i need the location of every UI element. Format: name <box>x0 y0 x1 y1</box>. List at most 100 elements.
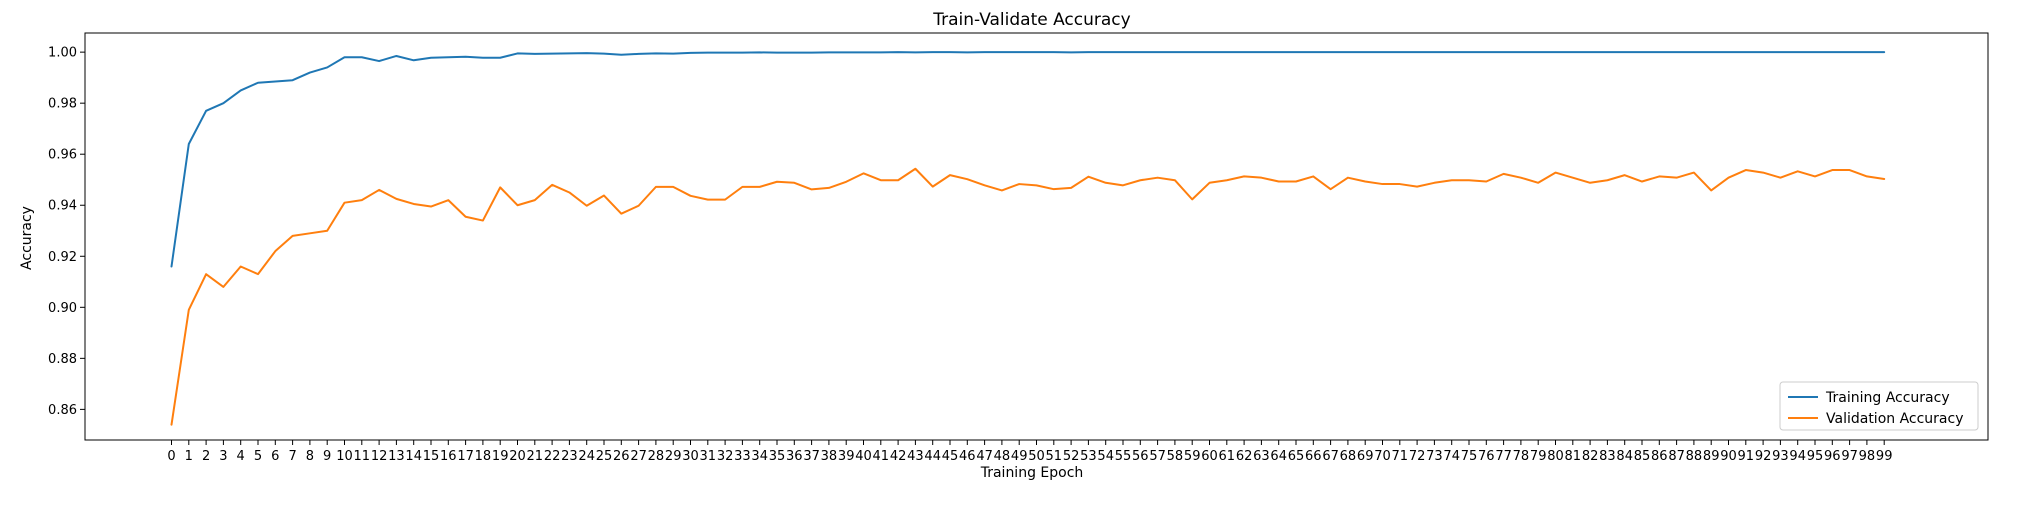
x-tick-label: 48 <box>994 449 1011 464</box>
y-tick-label: 0.86 <box>48 403 77 418</box>
x-tick-label: 0 <box>167 449 175 464</box>
legend-label: Training Accuracy <box>1825 390 1950 406</box>
y-tick-label: 0.92 <box>48 250 77 265</box>
x-tick-label: 37 <box>803 449 820 464</box>
x-tick-label: 57 <box>1149 449 1166 464</box>
x-tick-label: 69 <box>1357 449 1374 464</box>
series-line-validation <box>170 167 1886 426</box>
x-tick-label: 15 <box>423 449 440 464</box>
x-tick-label: 14 <box>405 449 422 464</box>
x-tick-label: 8 <box>306 449 314 464</box>
x-tick-label: 30 <box>682 449 699 464</box>
legend-box <box>1779 381 1979 431</box>
x-tick-label: 10 <box>336 449 353 464</box>
x-tick-label: 87 <box>1668 449 1685 464</box>
axes: 0.860.880.900.920.940.960.981.000 1 2 3 4 5 6 7… <box>48 46 1892 464</box>
x-tick-label: 6 <box>271 449 279 464</box>
x-tick-label: 74 <box>1443 449 1460 464</box>
x-tick-label: 58 <box>1167 449 1184 464</box>
plot-area <box>170 51 1886 426</box>
x-tick-label: 43 <box>907 449 924 464</box>
x-tick-label: 22 <box>544 449 561 464</box>
x-tick-label: 40 <box>855 449 872 464</box>
x-tick-label: 31 <box>700 449 717 464</box>
x-tick-label: 60 <box>1201 449 1218 464</box>
x-tick-label: 94 <box>1789 449 1806 464</box>
x-tick-label: 56 <box>1132 449 1149 464</box>
x-tick-label: 25 <box>596 449 613 464</box>
x-tick-label: 71 <box>1392 449 1409 464</box>
x-tick-label: 63 <box>1253 449 1270 464</box>
y-tick-label: 1.00 <box>48 46 77 61</box>
y-tick-label: 0.96 <box>48 148 77 163</box>
x-tick-label: 23 <box>561 449 578 464</box>
x-tick-label: 20 <box>509 449 526 464</box>
x-tick-label: 1 <box>185 449 193 464</box>
x-tick-label: 16 <box>440 449 457 464</box>
x-tick-label: 39 <box>838 449 855 464</box>
x-tick-label: 79 <box>1530 449 1547 464</box>
x-tick-label: 50 <box>1028 449 1045 464</box>
x-tick-label: 81 <box>1565 449 1582 464</box>
x-tick-label: 44 <box>924 449 941 464</box>
x-tick-label: 89 <box>1703 449 1720 464</box>
x-tick-label: 67 <box>1322 449 1339 464</box>
x-tick-label: 41 <box>873 449 890 464</box>
x-tick-label: 97 <box>1841 449 1858 464</box>
x-tick-label: 7 <box>288 449 296 464</box>
x-tick-label: 88 <box>1686 449 1703 464</box>
x-tick-label: 85 <box>1634 449 1651 464</box>
x-tick-label: 9 <box>323 449 331 464</box>
x-tick-label: 26 <box>613 449 630 464</box>
x-axis-label: Training Epoch <box>980 465 1084 481</box>
x-tick-label: 64 <box>1270 449 1287 464</box>
x-tick-label: 92 <box>1755 449 1772 464</box>
x-tick-label: 72 <box>1409 449 1426 464</box>
x-tick-label: 76 <box>1478 449 1495 464</box>
x-tick-label: 59 <box>1184 449 1201 464</box>
x-tick-label: 86 <box>1651 449 1668 464</box>
x-tick-label: 19 <box>492 449 509 464</box>
x-tick-label: 24 <box>578 449 595 464</box>
x-tick-label: 27 <box>630 449 647 464</box>
x-tick-label: 99 <box>1876 449 1893 464</box>
x-tick-label: 47 <box>976 449 993 464</box>
x-tick-label: 2 <box>202 449 210 464</box>
y-tick-label: 0.88 <box>48 352 77 367</box>
x-tick-label: 51 <box>1046 449 1063 464</box>
y-tick-label: 0.94 <box>48 199 77 214</box>
x-tick-label: 36 <box>786 449 803 464</box>
x-tick-label: 21 <box>527 449 544 464</box>
x-tick-label: 52 <box>1063 449 1080 464</box>
x-tick-label: 4 <box>237 449 245 464</box>
x-tick-label: 5 <box>254 449 262 464</box>
x-tick-label: 45 <box>942 449 959 464</box>
x-tick-label: 75 <box>1461 449 1478 464</box>
x-tick-label: 73 <box>1426 449 1443 464</box>
x-tick-label: 90 <box>1720 449 1737 464</box>
y-tick-label: 0.98 <box>48 97 77 112</box>
x-tick-label: 49 <box>1011 449 1028 464</box>
x-tick-label: 98 <box>1859 449 1876 464</box>
x-tick-label: 46 <box>959 449 976 464</box>
x-tick-label: 3 <box>219 449 227 464</box>
y-axis-label: Accuracy <box>19 206 35 270</box>
x-tick-label: 32 <box>717 449 734 464</box>
x-tick-label: 11 <box>354 449 371 464</box>
x-tick-label: 84 <box>1616 449 1633 464</box>
x-tick-label: 55 <box>1115 449 1132 464</box>
x-tick-label: 82 <box>1582 449 1599 464</box>
x-tick-label: 77 <box>1495 449 1512 464</box>
x-tick-label: 35 <box>769 449 786 464</box>
x-tick-label: 33 <box>734 449 751 464</box>
x-tick-label: 18 <box>475 449 492 464</box>
x-tick-label: 53 <box>1080 449 1097 464</box>
x-tick-label: 29 <box>665 449 682 464</box>
x-tick-label: 91 <box>1738 449 1755 464</box>
x-tick-label: 96 <box>1824 449 1841 464</box>
x-tick-label: 12 <box>371 449 388 464</box>
series-line-training <box>170 51 1886 268</box>
